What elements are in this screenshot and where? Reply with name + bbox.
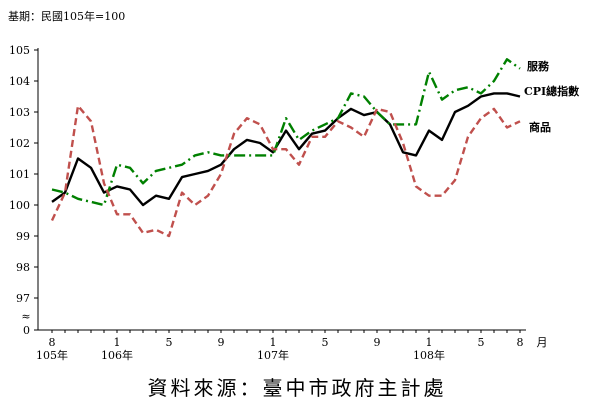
x-tick-month-label: 8 [517, 336, 524, 349]
x-tick-month-label: 1 [426, 336, 433, 349]
x-tick-month-label: 1 [114, 336, 121, 349]
x-tick-month-label: 1 [270, 336, 277, 349]
y-tick-label: 99 [16, 230, 30, 243]
series-label: 商品 [529, 120, 551, 134]
series-line-dashdot [51, 58, 521, 207]
series-lines [50, 58, 521, 238]
series-label: CPI總指數 [524, 84, 579, 98]
y-tick-label: 97 [16, 292, 30, 305]
x-tick-year-label: 105年 [36, 348, 68, 362]
data-source: 資料來源：臺中市政府主計處 [147, 376, 447, 400]
y-tick-label: 104 [9, 75, 30, 88]
x-tick-month-label: 8 [49, 336, 56, 349]
axis-break-symbol: ≈ [21, 310, 30, 323]
x-tick-year-label: 106年 [101, 348, 133, 362]
y-zero-label: 0 [23, 324, 30, 337]
y-tick-label: 98 [16, 261, 30, 274]
x-axis-unit-label: 月 [537, 336, 548, 349]
y-tick-label: 102 [9, 137, 30, 150]
x-tick-month-label: 5 [166, 336, 173, 349]
series-line-dashed [50, 104, 521, 238]
y-tick-label: 105 [9, 44, 30, 57]
x-tick-year-label: 107年 [257, 348, 289, 362]
base-period-note: 基期：民國105年=100 [8, 9, 125, 23]
x-tick-year-label: 108年 [413, 348, 445, 362]
y-axis: 105 104 103 102 101 100 99 98 97 0≈ [9, 44, 39, 337]
x-tick-month-label: 9 [218, 336, 225, 349]
x-tick-month-label: 5 [478, 336, 485, 349]
y-tick-label: 103 [9, 106, 30, 119]
x-tick-month-label: 9 [374, 336, 381, 349]
series-line-solid [51, 92, 521, 207]
y-tick-label: 100 [9, 199, 30, 212]
series-label: 服務 [527, 59, 550, 73]
y-tick-label: 101 [9, 168, 30, 181]
x-tick-month-label: 5 [322, 336, 329, 349]
